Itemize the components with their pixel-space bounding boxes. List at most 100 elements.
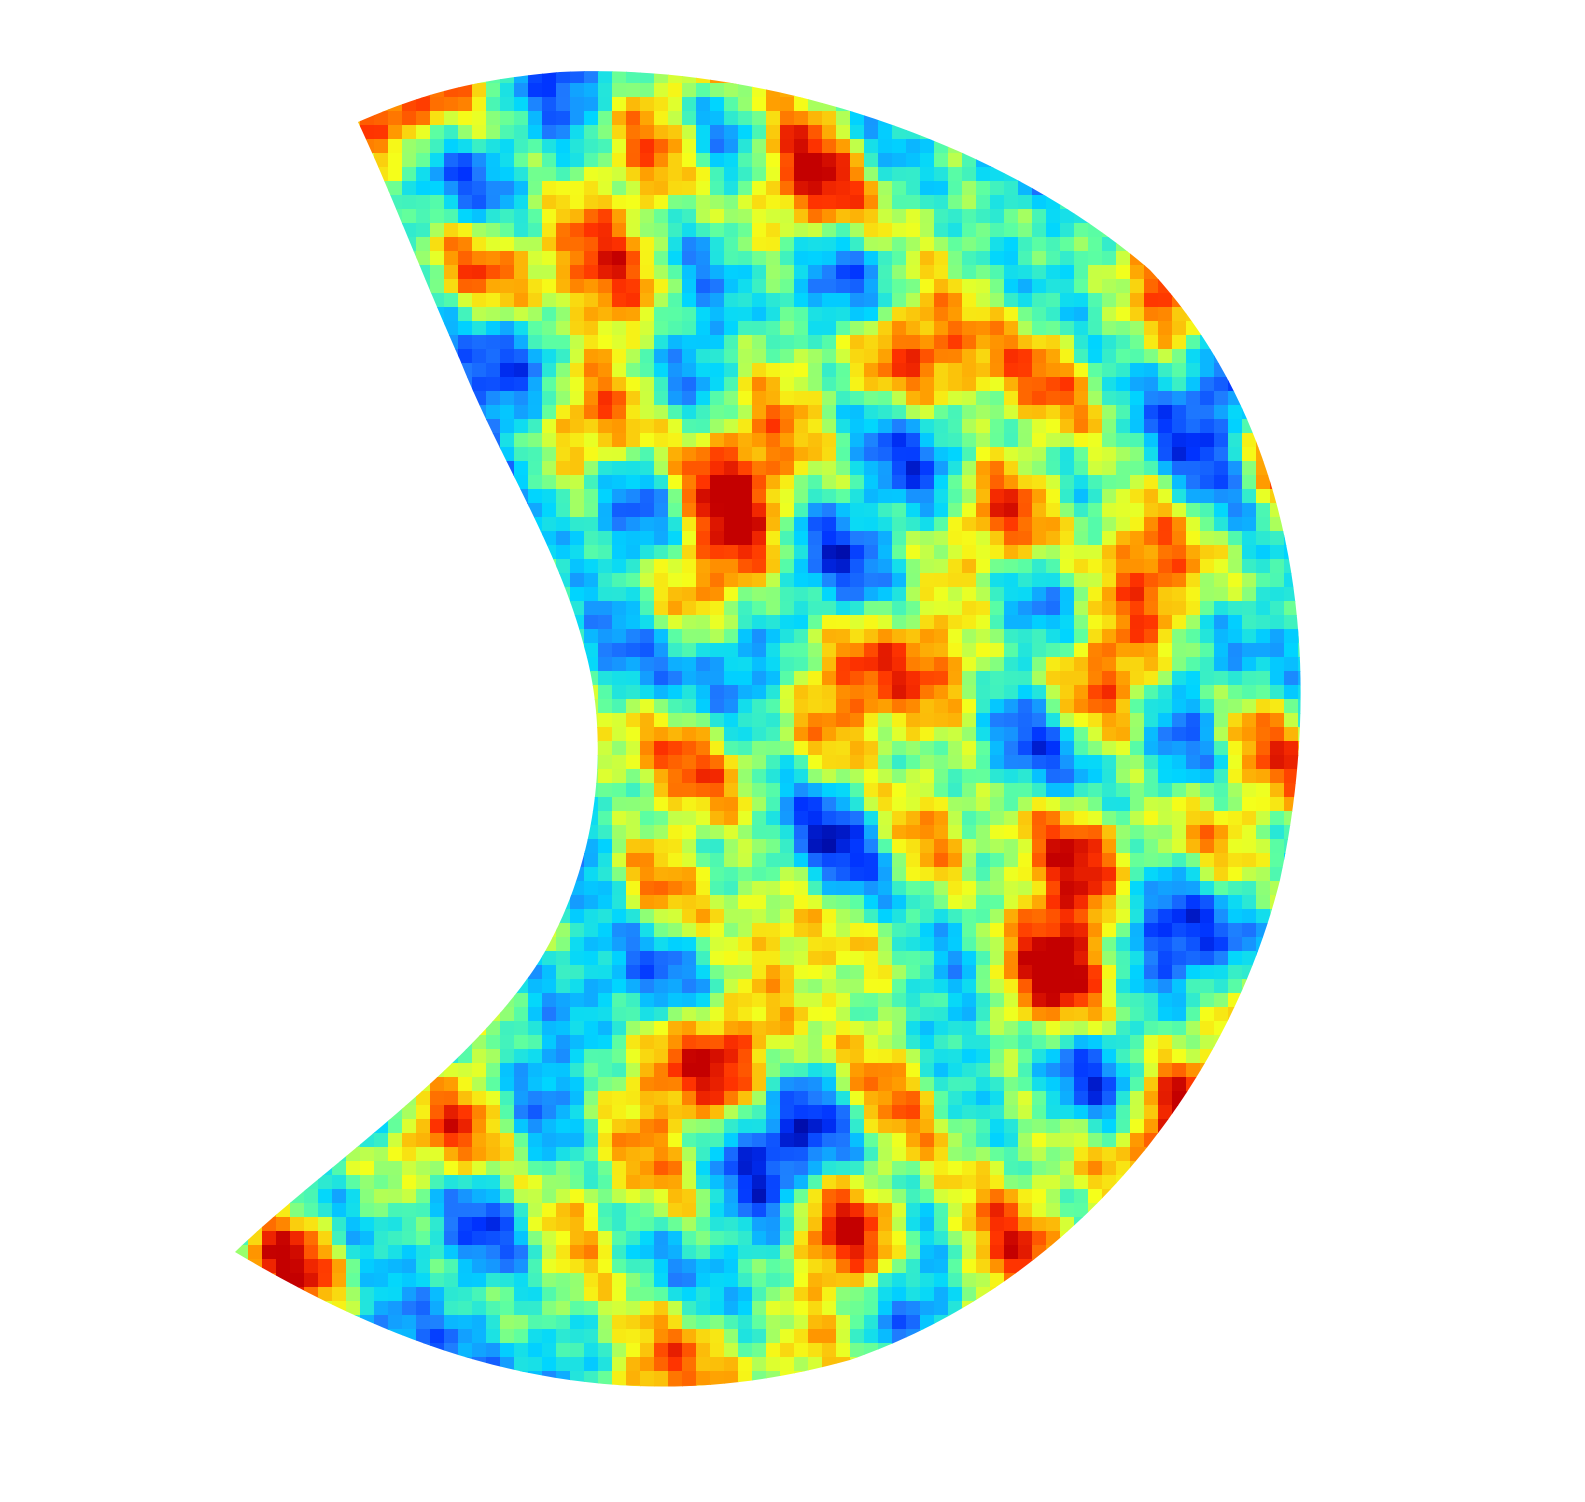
heatmap-cell [976, 671, 991, 686]
heatmap-cell [710, 405, 725, 420]
heatmap-cell [1018, 503, 1033, 518]
heatmap-cell [626, 181, 641, 196]
heatmap-cell [948, 629, 963, 644]
heatmap-cell [1032, 643, 1047, 658]
heatmap-cell [612, 279, 627, 294]
heatmap-cell [416, 195, 431, 210]
heatmap-cell [1116, 741, 1131, 756]
heatmap-cell [682, 601, 697, 616]
heatmap-cell [1270, 769, 1285, 784]
heatmap-cell [864, 307, 879, 322]
heatmap-cell [864, 853, 879, 868]
heatmap-cell [920, 867, 935, 882]
heatmap-cell [1158, 587, 1173, 602]
heatmap-cell [878, 531, 893, 546]
heatmap-cell [1046, 587, 1061, 602]
heatmap-cell [486, 363, 501, 378]
heatmap-cell [1172, 657, 1187, 672]
heatmap-cell [598, 895, 613, 910]
heatmap-cell [1018, 923, 1033, 938]
heatmap-cell [1158, 517, 1173, 532]
heatmap-cell [794, 307, 809, 322]
heatmap-cell [612, 167, 627, 182]
heatmap-cell [822, 489, 837, 504]
heatmap-cell [710, 363, 725, 378]
heatmap-cell [1060, 573, 1075, 588]
heatmap-cell [836, 811, 851, 826]
heatmap-cell [1074, 223, 1089, 238]
heatmap-cell [752, 433, 767, 448]
heatmap-cell [906, 685, 921, 700]
heatmap-cell [668, 573, 683, 588]
heatmap-cell [892, 475, 907, 490]
heatmap-cell [850, 531, 865, 546]
heatmap-cell [808, 223, 823, 238]
heatmap-cell [654, 83, 669, 98]
heatmap-cell [752, 251, 767, 266]
heatmap-cell [1032, 923, 1047, 938]
heatmap-cell [1130, 321, 1145, 336]
heatmap-cell [514, 153, 529, 168]
heatmap-cell [794, 657, 809, 672]
heatmap-cell [1032, 489, 1047, 504]
heatmap-cell [1102, 461, 1117, 476]
heatmap-cell [892, 349, 907, 364]
heatmap-cell [864, 237, 879, 252]
heatmap-cell [794, 531, 809, 546]
heatmap-cell [1144, 713, 1159, 728]
heatmap-cell [1172, 335, 1187, 350]
heatmap-cell [990, 629, 1005, 644]
heatmap-cell [1088, 657, 1103, 672]
heatmap-cell [990, 657, 1005, 672]
heatmap-cell [1046, 657, 1061, 672]
heatmap-cell [836, 867, 851, 882]
heatmap-cell [1130, 783, 1145, 798]
heatmap-cell [1018, 293, 1033, 308]
heatmap-cell [920, 713, 935, 728]
heatmap-cell [766, 517, 781, 532]
heatmap-cell [612, 349, 627, 364]
heatmap-cell [1074, 391, 1089, 406]
heatmap-cell [934, 349, 949, 364]
heatmap-cell [584, 853, 599, 868]
heatmap-cell [864, 769, 879, 784]
heatmap-cell [934, 293, 949, 308]
heatmap-cell [1018, 419, 1033, 434]
heatmap-cell [528, 223, 543, 238]
heatmap-cell [640, 727, 655, 742]
heatmap-cell [1228, 601, 1243, 616]
heatmap-cell [570, 71, 585, 84]
heatmap-cell [1060, 629, 1075, 644]
heatmap-cell [794, 461, 809, 476]
heatmap-cell [1284, 685, 1299, 700]
heatmap-cell [696, 573, 711, 588]
heatmap-cell [752, 167, 767, 182]
heatmap-cell [1004, 391, 1019, 406]
heatmap-cell [1172, 671, 1187, 686]
heatmap-cell [1032, 797, 1047, 812]
heatmap-cell [682, 209, 697, 224]
heatmap-cell [990, 335, 1005, 350]
heatmap-cell [738, 83, 753, 98]
heatmap-cell [1256, 769, 1271, 784]
heatmap-cell [1088, 587, 1103, 602]
heatmap-cell [738, 181, 753, 196]
heatmap-cell [962, 447, 977, 462]
heatmap-cell [850, 685, 865, 700]
heatmap-cell [1214, 503, 1229, 518]
heatmap-cell [836, 377, 851, 392]
heatmap-cell [836, 223, 851, 238]
heatmap-cell [822, 601, 837, 616]
heatmap-cell [1242, 769, 1257, 784]
heatmap-cell [976, 265, 991, 280]
heatmap-cell [556, 71, 571, 84]
heatmap-cell [766, 167, 781, 182]
heatmap-cell [1088, 755, 1103, 770]
heatmap-cell [780, 391, 795, 406]
heatmap-cell [1228, 587, 1243, 602]
heatmap-cell [752, 349, 767, 364]
heatmap-cell [570, 923, 585, 938]
heatmap-cell [836, 447, 851, 462]
heatmap-cell [878, 363, 893, 378]
heatmap-cell [1018, 895, 1033, 910]
